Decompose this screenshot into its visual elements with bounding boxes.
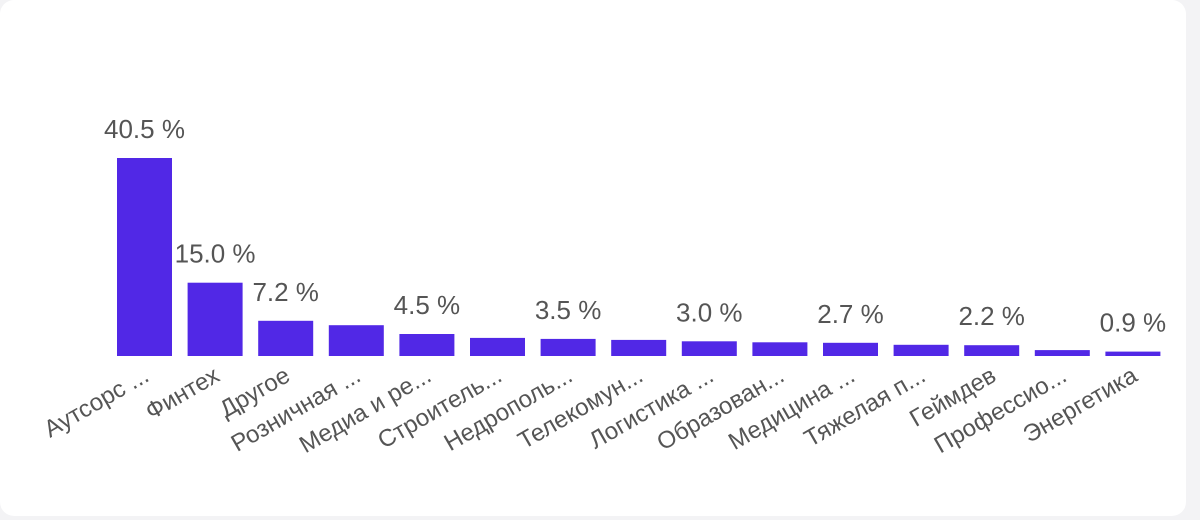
bar-11 bbox=[893, 344, 949, 356]
value-labels-group: 40.5 % 15.0 % 7.2 % 4.5 % 3.5 % 3.0 % 2.7 % 2.2… bbox=[104, 114, 1166, 338]
value-label-8: 3.0 % bbox=[676, 297, 743, 327]
value-label-10: 2.7 % bbox=[817, 299, 884, 329]
tick-label-0: Аутсорс ... bbox=[39, 362, 153, 443]
value-label-1: 15.0 % bbox=[175, 239, 256, 269]
bar-13 bbox=[1034, 350, 1090, 356]
bar-5 bbox=[470, 337, 525, 356]
value-label-4: 4.5 % bbox=[394, 290, 461, 320]
bar-9 bbox=[752, 342, 808, 356]
bar-2 bbox=[258, 320, 314, 356]
value-label-6: 3.5 % bbox=[535, 295, 602, 325]
bar-8 bbox=[681, 341, 737, 356]
bar-7 bbox=[611, 339, 667, 356]
value-label-0: 40.5 % bbox=[104, 114, 185, 144]
bar-3 bbox=[328, 325, 384, 356]
tick-label-1: Финтех bbox=[141, 362, 224, 426]
bar-6 bbox=[540, 338, 596, 356]
bar-14 bbox=[1105, 351, 1161, 356]
bars-group bbox=[117, 158, 1161, 356]
bar-4 bbox=[399, 334, 455, 356]
bar-10 bbox=[823, 342, 878, 356]
bar-12 bbox=[964, 345, 1020, 356]
value-label-12: 2.2 % bbox=[958, 301, 1025, 331]
value-label-2: 7.2 % bbox=[252, 277, 319, 307]
bar-0 bbox=[117, 158, 172, 356]
value-label-14: 0.9 % bbox=[1100, 308, 1167, 338]
bar-1 bbox=[187, 282, 243, 356]
